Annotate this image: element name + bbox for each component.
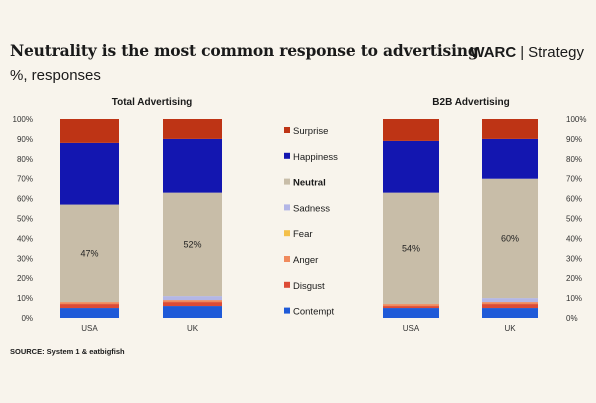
legend-swatch-sadness (284, 204, 290, 211)
bar-segment-surprise (60, 119, 119, 143)
bar-segment-contempt (163, 306, 222, 318)
bar-segment-anger (383, 304, 439, 307)
brand-main: WARC (470, 44, 517, 61)
y-tick-label: 30% (17, 254, 33, 263)
bar-segment-neutral (163, 192, 222, 297)
brand-sub: Strategy (528, 44, 584, 61)
bar-segment-contempt (482, 308, 538, 318)
y-tick-label: 20% (566, 274, 582, 283)
page-title: Neutrality is the most common response t… (10, 41, 479, 60)
x-tick-label: USA (81, 324, 98, 333)
legend-swatch-fear (284, 230, 290, 237)
bar-segment-disgust (383, 306, 439, 309)
y-tick-label: 30% (566, 254, 582, 263)
y-tick-label: 70% (17, 175, 33, 184)
bar-segment-sadness (482, 298, 538, 303)
legend-label-anger: Anger (293, 255, 318, 266)
source-note: SOURCE: System 1 & eatbigfish (10, 347, 125, 356)
y-tick-label: 10% (566, 294, 582, 303)
brand-separator: | (520, 44, 525, 61)
bar-segment-happiness (163, 138, 222, 193)
legend-label-surprise: Surprise (293, 126, 328, 137)
y-tick-label: 100% (566, 115, 586, 124)
bar-segment-contempt (60, 308, 119, 318)
chart-title-2: B2B Advertising (432, 97, 509, 108)
legend-swatch-happiness (284, 152, 290, 159)
bar-segment-anger (163, 300, 222, 303)
y-tick-label: 0% (21, 314, 33, 323)
bar-segment-surprise (383, 119, 439, 141)
data-label: 52% (183, 239, 201, 249)
bar-segment-neutral (482, 178, 538, 299)
brand-logo: WARC | Strategy (470, 44, 584, 61)
bar-segment-disgust (482, 304, 538, 309)
bar-segment-happiness (383, 140, 439, 193)
legend-swatch-contempt (284, 307, 290, 314)
y-tick-label: 70% (566, 175, 582, 184)
legend-label-sadness: Sadness (293, 203, 330, 214)
legend-swatch-disgust (284, 281, 290, 288)
bar-segment-contempt (383, 308, 439, 318)
data-label: 47% (80, 248, 98, 258)
bar-segment-anger (482, 302, 538, 305)
y-tick-label: 60% (566, 195, 582, 204)
chart-title-1: Total Advertising (112, 97, 193, 108)
bar-segment-anger (60, 302, 119, 305)
y-tick-label: 80% (566, 155, 582, 164)
y-tick-label: 50% (566, 215, 582, 224)
data-label: 54% (402, 243, 420, 253)
y-tick-label: 40% (17, 234, 33, 243)
x-tick-label: UK (504, 324, 516, 333)
bar-segment-disgust (163, 302, 222, 307)
y-tick-label: 10% (17, 294, 33, 303)
y-tick-label: 90% (566, 135, 582, 144)
legend-label-fear: Fear (293, 229, 313, 240)
y-tick-label: 40% (566, 234, 582, 243)
y-tick-label: 80% (17, 155, 33, 164)
legend-label-neutral: Neutral (293, 178, 326, 189)
bar-segment-sadness (163, 296, 222, 301)
bar-segment-surprise (163, 119, 222, 139)
y-tick-label: 20% (17, 274, 33, 283)
legend-swatch-anger (284, 256, 290, 262)
bar-segment-happiness (482, 138, 538, 179)
bar-segment-happiness (60, 142, 119, 205)
page-subtitle: %, responses (10, 67, 101, 84)
legend-swatch-surprise (284, 127, 290, 133)
bar-segment-surprise (482, 119, 538, 139)
y-tick-label: 50% (17, 215, 33, 224)
bar-segment-neutral (60, 204, 119, 303)
y-tick-label: 100% (13, 115, 33, 124)
legend-label-disgust: Disgust (293, 281, 325, 292)
y-tick-label: 0% (566, 314, 578, 323)
legend-label-happiness: Happiness (293, 152, 338, 163)
legend-label-contempt: Contempt (293, 307, 335, 318)
bar-segment-neutral (383, 192, 439, 305)
data-label: 60% (501, 233, 519, 243)
x-tick-label: UK (187, 324, 199, 333)
bar-segment-disgust (60, 304, 119, 309)
legend-swatch-neutral (284, 178, 290, 185)
x-tick-label: USA (403, 324, 420, 333)
y-tick-label: 90% (17, 135, 33, 144)
y-tick-label: 60% (17, 195, 33, 204)
